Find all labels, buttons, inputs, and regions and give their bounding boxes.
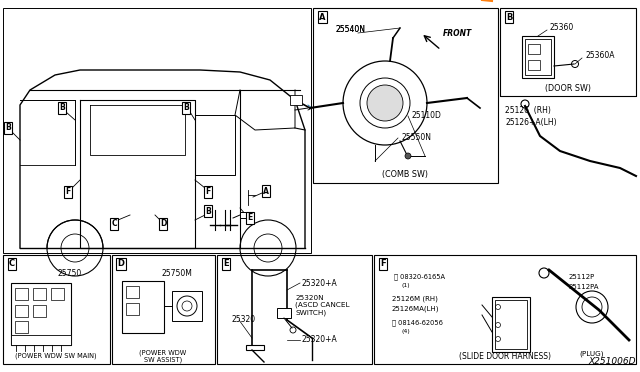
Text: C: C xyxy=(9,260,15,269)
Bar xyxy=(33,288,46,300)
Text: F: F xyxy=(65,187,70,196)
Bar xyxy=(290,95,302,105)
Bar xyxy=(374,255,636,364)
Bar xyxy=(15,288,28,300)
Text: B: B xyxy=(59,103,65,112)
Text: B: B xyxy=(506,13,512,22)
Text: D: D xyxy=(160,219,166,228)
Text: E: E xyxy=(223,260,229,269)
Bar xyxy=(15,305,28,317)
Bar xyxy=(525,39,551,75)
Bar xyxy=(112,255,215,364)
Text: A: A xyxy=(263,186,269,196)
Text: 25750: 25750 xyxy=(58,269,83,278)
Text: 25540N: 25540N xyxy=(335,26,365,35)
Text: B: B xyxy=(5,124,11,132)
Text: 25126MA(LH): 25126MA(LH) xyxy=(392,306,440,312)
Text: (POWER WDW SW MAIN): (POWER WDW SW MAIN) xyxy=(15,353,97,359)
Bar xyxy=(246,345,264,350)
Bar xyxy=(500,8,636,96)
Text: (SLIDE DOOR HARNESS): (SLIDE DOOR HARNESS) xyxy=(459,352,551,360)
Text: 25112PA: 25112PA xyxy=(569,284,600,290)
Text: 25360: 25360 xyxy=(550,23,574,32)
Bar xyxy=(3,255,110,364)
Text: B: B xyxy=(183,103,189,112)
Bar xyxy=(122,281,164,333)
Bar xyxy=(313,8,498,183)
Text: F: F xyxy=(205,187,211,196)
Text: D: D xyxy=(118,260,125,269)
Bar xyxy=(11,283,71,345)
Circle shape xyxy=(405,153,411,159)
Text: F: F xyxy=(380,260,386,269)
Text: 25126+A(LH): 25126+A(LH) xyxy=(505,118,557,126)
Polygon shape xyxy=(235,90,295,130)
Text: (4): (4) xyxy=(402,328,411,334)
Text: X251006D: X251006D xyxy=(589,357,636,366)
Text: (POWER WDW
SW ASSIST): (POWER WDW SW ASSIST) xyxy=(140,349,187,363)
Text: Ⓑ 08146-62056: Ⓑ 08146-62056 xyxy=(392,320,443,326)
Text: (1): (1) xyxy=(402,282,411,288)
Text: 25540N: 25540N xyxy=(335,26,365,35)
Text: (COMB SW): (COMB SW) xyxy=(382,170,428,180)
Text: 25112P: 25112P xyxy=(569,274,595,280)
Text: 25320: 25320 xyxy=(231,315,255,324)
Bar xyxy=(240,212,248,218)
Text: (DOOR SW): (DOOR SW) xyxy=(545,83,591,93)
Text: 25320+A: 25320+A xyxy=(302,336,338,344)
Text: E: E xyxy=(248,214,253,222)
Text: 25126M (RH): 25126M (RH) xyxy=(392,296,438,302)
Text: 25110D: 25110D xyxy=(411,112,441,121)
Text: 25320N
(ASCD CANCEL
SWITCH): 25320N (ASCD CANCEL SWITCH) xyxy=(295,295,349,315)
Bar xyxy=(15,321,28,333)
Bar xyxy=(126,303,139,315)
Bar xyxy=(172,291,202,321)
Bar xyxy=(277,308,291,318)
Text: Ⓒ 08320-6165A: Ⓒ 08320-6165A xyxy=(394,274,445,280)
Bar xyxy=(492,297,530,352)
Text: FRONT: FRONT xyxy=(443,29,472,38)
Text: C: C xyxy=(111,219,117,228)
Text: 25550N: 25550N xyxy=(401,134,431,142)
Bar xyxy=(3,8,311,253)
Text: 25320+A: 25320+A xyxy=(302,279,338,288)
Circle shape xyxy=(367,85,403,121)
Text: A: A xyxy=(319,13,325,22)
Bar xyxy=(11,335,71,345)
Bar xyxy=(528,60,540,70)
Bar xyxy=(522,36,554,78)
Bar xyxy=(33,305,46,317)
Text: 25360A: 25360A xyxy=(585,51,614,61)
Bar xyxy=(528,44,540,54)
Text: B: B xyxy=(205,206,211,215)
Text: 25126  (RH): 25126 (RH) xyxy=(505,106,551,115)
Bar xyxy=(217,255,372,364)
Text: (PLUG): (PLUG) xyxy=(580,351,604,357)
Bar xyxy=(51,288,64,300)
Bar xyxy=(495,300,527,349)
Text: 25750M: 25750M xyxy=(162,269,193,278)
Bar xyxy=(126,286,139,298)
